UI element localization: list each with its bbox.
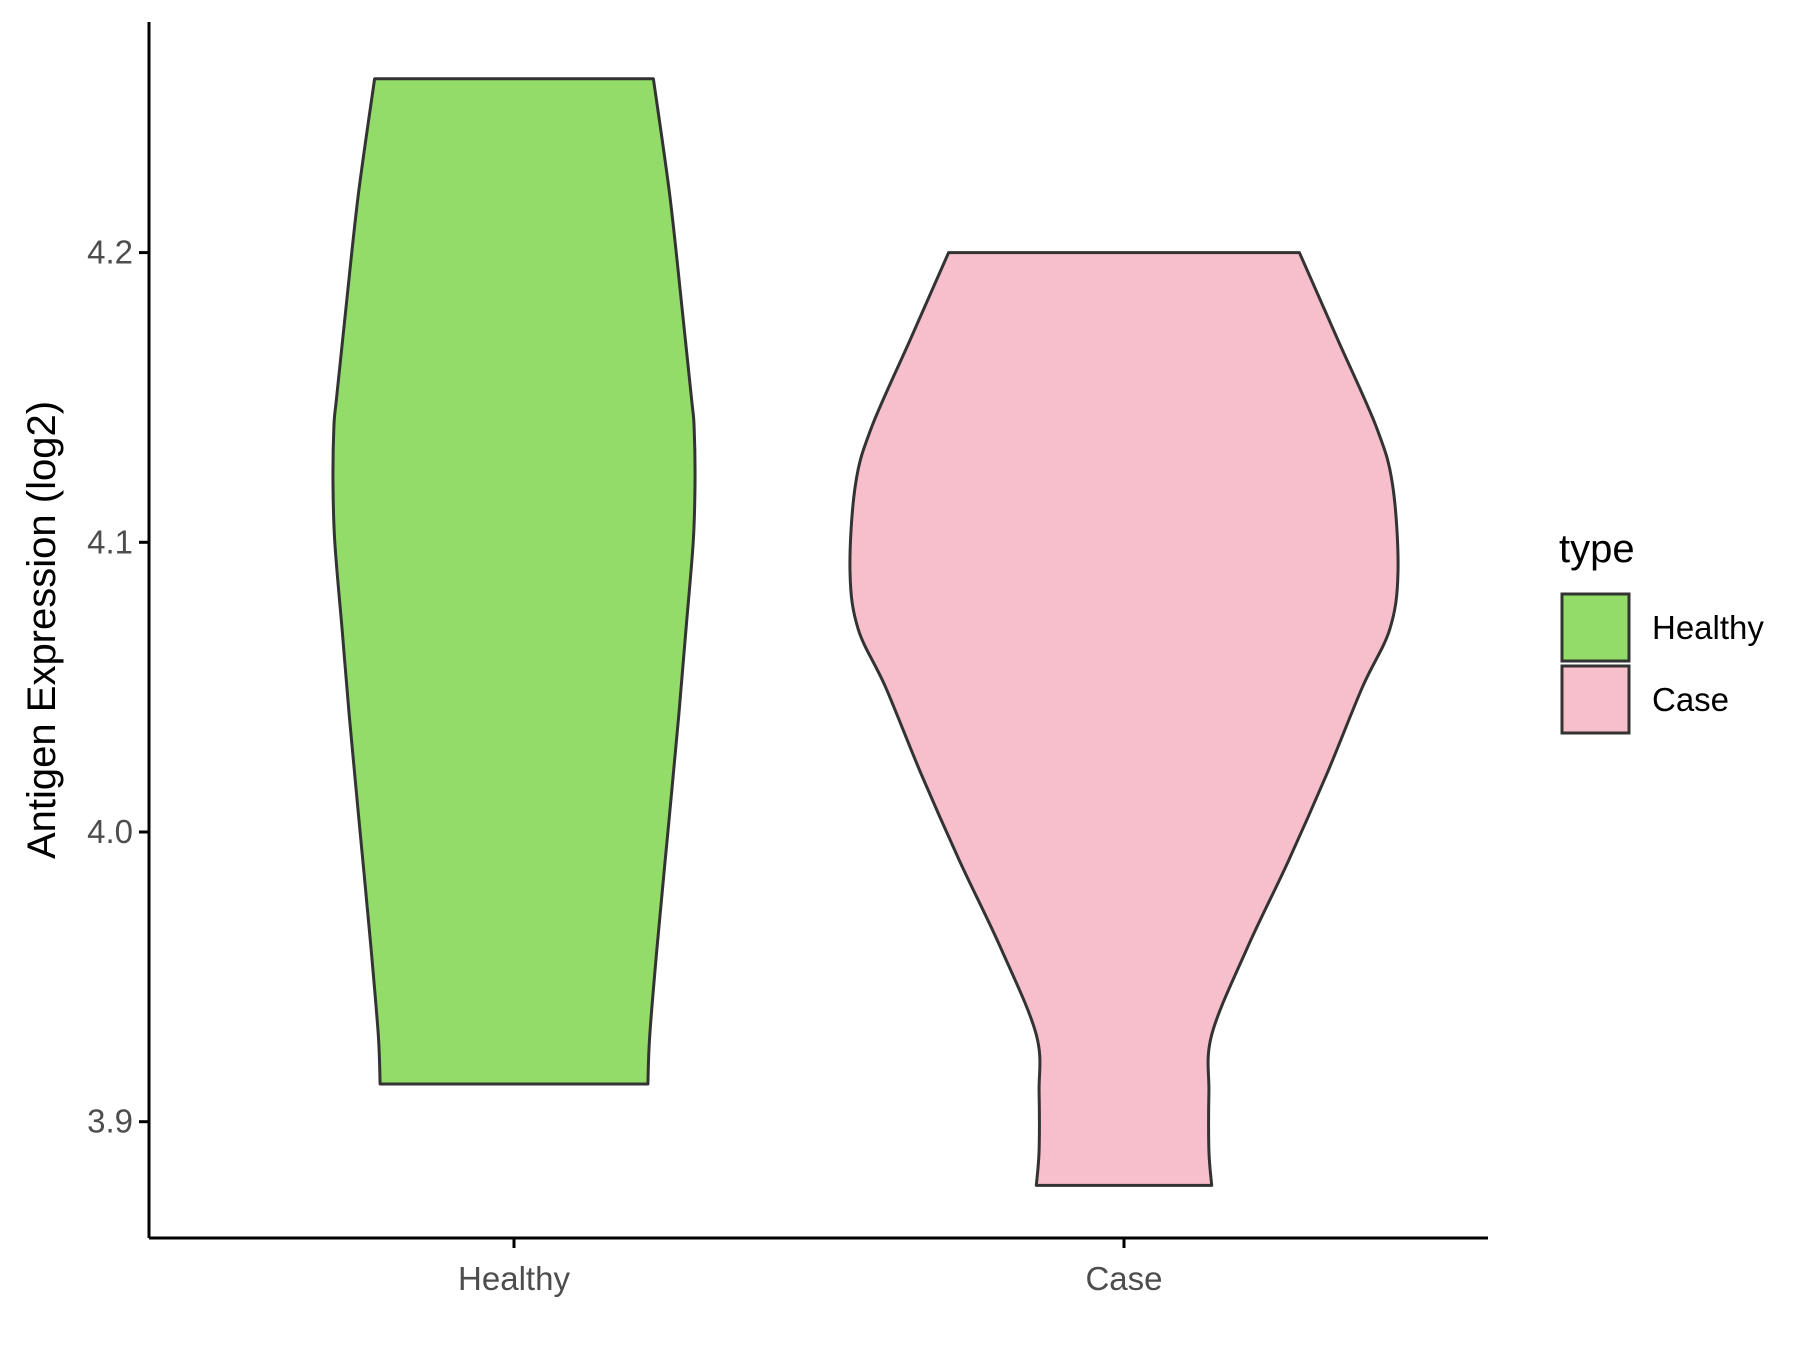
violin-case	[848, 251, 1400, 1187]
violins-layer	[331, 77, 1400, 1187]
legend-label-healthy: Healthy	[1652, 609, 1764, 646]
x-ticks: Healthy Case	[458, 1238, 1163, 1297]
x-tick-label: Healthy	[458, 1260, 570, 1297]
axes-layer	[147, 22, 1488, 1240]
legend: type Healthy Case	[1559, 527, 1764, 735]
y-axis-title: Antigen Expression (log2)	[20, 401, 64, 859]
y-tick-label: 4.2	[87, 234, 133, 271]
violin-healthy	[331, 77, 697, 1086]
legend-label-case: Case	[1652, 681, 1729, 718]
y-ticks: 3.9 4.0 4.1 4.2	[87, 234, 149, 1140]
legend-title: type	[1559, 527, 1635, 571]
legend-key-case	[1560, 664, 1631, 735]
y-tick-label: 4.1	[87, 523, 133, 560]
x-tick-label: Case	[1085, 1260, 1162, 1297]
y-tick-label: 3.9	[87, 1103, 133, 1140]
y-tick-label: 4.0	[87, 813, 133, 850]
legend-key-healthy	[1560, 592, 1631, 663]
